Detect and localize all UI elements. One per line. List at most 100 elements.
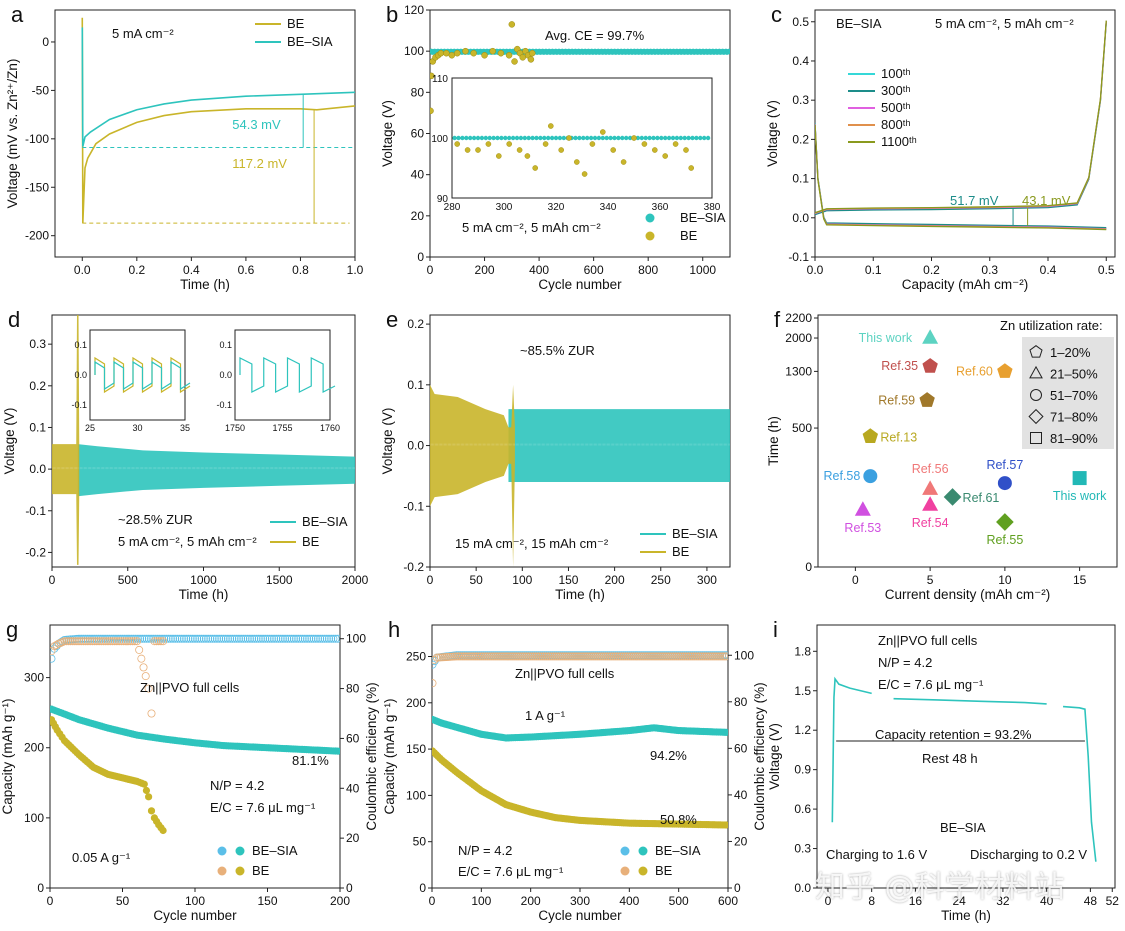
ce-point <box>501 652 510 661</box>
legend-entry: BE–SIA <box>287 34 333 49</box>
y-tick-label: -200 <box>25 229 49 243</box>
panel-label: f <box>774 307 781 332</box>
ce-point <box>139 663 148 672</box>
ce-point <box>487 652 496 661</box>
x-tick-label: 0.4 <box>1040 263 1057 277</box>
ce-point <box>325 634 334 643</box>
annotation: E/C = 7.6 μL mg⁻¹ <box>210 800 316 815</box>
annotation: 50.8% <box>660 812 697 827</box>
annotation: 51.7 mV <box>950 193 999 208</box>
ce-point <box>137 654 146 663</box>
ce-point <box>607 652 616 661</box>
ce-point <box>528 652 537 661</box>
x-tick-label: 150 <box>558 573 578 587</box>
x-tick-label: 0.3 <box>981 263 998 277</box>
data-point-pentagon <box>919 392 935 407</box>
annotation: N/P = 4.2 <box>458 843 512 858</box>
ce-point <box>645 652 654 661</box>
point-label: Ref.13 <box>880 430 917 444</box>
series-line <box>815 20 1107 214</box>
plot-frame <box>816 624 1116 889</box>
ce-point <box>718 652 727 661</box>
inset-point <box>548 123 554 129</box>
ce-point <box>481 652 490 661</box>
legend-box <box>1022 337 1114 449</box>
inset-point <box>460 135 465 141</box>
annotation: E/C = 7.6 μL mg⁻¹ <box>878 677 984 692</box>
annotation: Discharging to 0.2 V <box>970 847 1087 862</box>
data-point-circle <box>863 469 878 484</box>
inset-point <box>475 135 481 141</box>
inset: 1750 1755 1760 0.1 0.0 -0.1 <box>216 329 340 433</box>
ce-point <box>108 637 117 646</box>
y-tick-label: 60 <box>411 127 425 141</box>
x-tick-label: 0.0 <box>74 263 91 277</box>
y-tick-label: 0.0 <box>407 439 424 453</box>
legend-entry: BE <box>302 534 320 549</box>
x-tick-label: 8 <box>868 894 875 908</box>
ce-point <box>625 652 634 661</box>
x-tick-label: 800 <box>638 263 658 277</box>
ce-point <box>682 652 691 661</box>
inset-point <box>574 159 580 165</box>
x-tick-label: 1000 <box>190 573 217 587</box>
ce-point <box>485 652 494 661</box>
inset-point <box>495 135 500 141</box>
legend-marker <box>645 231 655 241</box>
y-tick-label: -150 <box>25 180 49 194</box>
x-tick-label: 2000 <box>342 573 369 587</box>
ce-point <box>184 634 193 643</box>
series-line <box>81 27 355 147</box>
ce-point <box>542 652 551 661</box>
ce-point <box>597 652 606 661</box>
panel-label: e <box>386 307 398 332</box>
ce-point <box>217 634 226 643</box>
ce-point <box>265 634 274 643</box>
inset-point <box>698 135 703 141</box>
ce-point <box>250 634 259 643</box>
ce-point <box>112 637 121 646</box>
annotation: 1 A g⁻¹ <box>525 708 566 723</box>
legend-entry: 71–80% <box>1050 410 1098 425</box>
inset-point <box>487 135 492 141</box>
y-tick-label: 0.5 <box>792 15 809 29</box>
ce-point <box>173 634 182 643</box>
x-tick-label: 200 <box>521 894 541 908</box>
inset-x-tick-label: 1750 <box>225 423 245 433</box>
y-tick-label: -0.2 <box>25 545 46 559</box>
ce-point <box>502 652 511 661</box>
ce-point <box>68 635 77 644</box>
ce-point <box>497 652 506 661</box>
ce-point <box>593 652 602 661</box>
ce-point <box>115 637 124 646</box>
annotation: Zn||PVO full cells <box>140 680 240 695</box>
y2-tick-label: 100 <box>734 648 754 662</box>
ce-point <box>647 652 656 661</box>
ce-point <box>188 634 197 643</box>
ce-point <box>656 652 665 661</box>
ce-point <box>234 634 243 643</box>
x-tick-label: 16 <box>909 894 923 908</box>
point-label: Ref.57 <box>986 458 1023 472</box>
y-tick-label: 0.2 <box>29 379 46 393</box>
inset-point <box>518 135 524 141</box>
ce-point <box>278 634 287 643</box>
legend-marker <box>620 866 630 876</box>
ce-point <box>495 652 504 661</box>
annotation: 117.2 mV <box>232 156 287 171</box>
annotation: 94.2% <box>650 748 687 763</box>
ce-point <box>556 652 565 661</box>
ce-point <box>520 652 529 661</box>
panel-i: i 0 8 16 24 32 40 48 52 0.0 0.3 0.6 0.9 1.2 1.5 1.8 Time… <box>767 617 1119 923</box>
inset-point <box>542 141 549 147</box>
legend-marker <box>645 213 655 223</box>
ce-point <box>540 652 549 661</box>
panel-d: d 0 500 1000 1500 2000 -0.2 -0.1 0.0 0.1 0.2 0.3 Tim… <box>2 307 369 602</box>
ce-point <box>483 652 492 661</box>
ce-point <box>86 637 95 646</box>
x-tick-label: 1.0 <box>347 263 364 277</box>
y-axis-label: Voltage (V) <box>380 408 395 475</box>
panel-label: i <box>773 617 778 642</box>
annotation: 5 mA cm⁻² <box>112 26 174 41</box>
legend-marker <box>638 866 648 876</box>
